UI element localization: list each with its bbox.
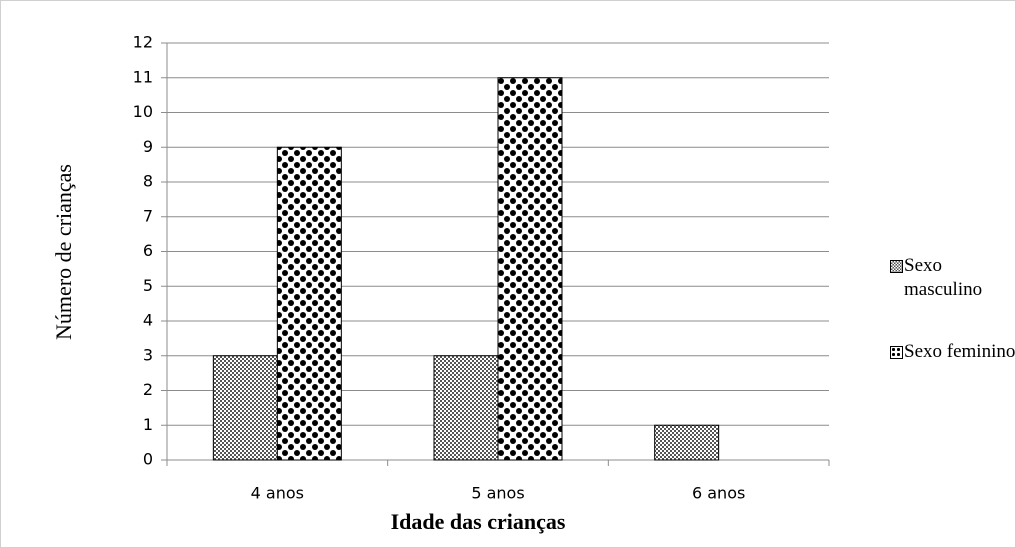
x-tick-label: 6 anos [692, 484, 745, 503]
legend-label: Sexo masculino [904, 255, 983, 300]
bar [212, 355, 278, 461]
y-tick-label: 7 [143, 206, 153, 225]
legend-swatch [890, 346, 903, 359]
y-tick-label: 1 [143, 415, 153, 434]
y-tick-label: 4 [143, 311, 153, 330]
y-tick-label: 3 [143, 345, 153, 364]
y-tick-label: 2 [143, 380, 153, 399]
y-tick-label: 10 [133, 102, 153, 121]
y-tick-label: 6 [143, 241, 153, 260]
y-tick-label: 8 [143, 172, 153, 191]
y-tick-label: 9 [143, 137, 153, 156]
y-tick-label: 11 [133, 67, 153, 86]
bar [433, 355, 499, 461]
legend-label: Sexo feminino [904, 341, 1016, 362]
x-axis-title: Idade das crianças [391, 509, 566, 534]
bar [497, 77, 563, 461]
bar [654, 424, 720, 461]
x-tick-label: 5 anos [471, 484, 524, 503]
x-tick-label: 4 anos [251, 484, 304, 503]
y-tick-label: 12 [133, 33, 153, 52]
y-tick-label: 5 [143, 276, 153, 295]
y-tick-label: 0 [143, 450, 153, 469]
bar [276, 146, 342, 461]
y-axis-title: Número de crianças [51, 164, 76, 340]
legend-swatch [890, 260, 903, 273]
